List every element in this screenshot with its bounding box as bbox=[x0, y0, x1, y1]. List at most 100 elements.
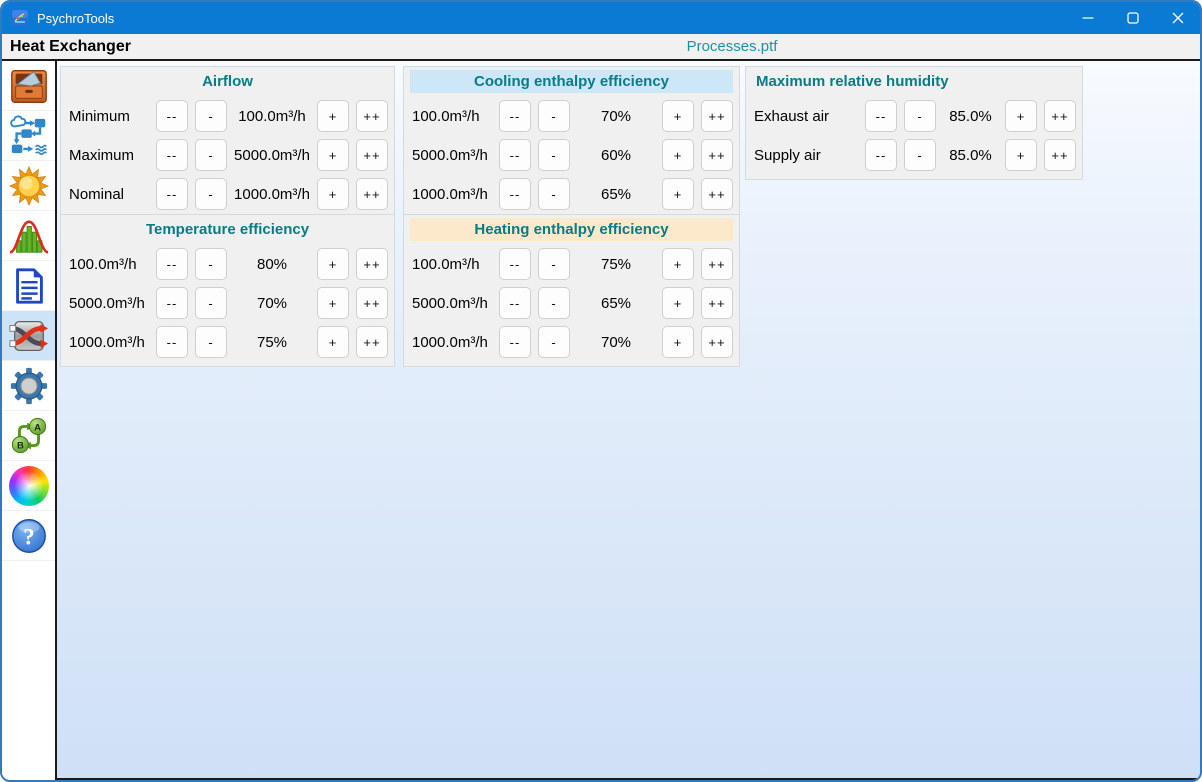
decrement-large-button[interactable]: -- bbox=[156, 100, 188, 132]
svg-text:B: B bbox=[16, 440, 23, 451]
decrement-button[interactable]: - bbox=[538, 287, 570, 319]
value-display: 70% bbox=[600, 333, 632, 351]
sun-icon bbox=[8, 165, 50, 207]
decrement-large-button[interactable]: -- bbox=[499, 248, 531, 280]
value-display: 85.0% bbox=[949, 107, 992, 125]
sidebar-item-settings-gear[interactable] bbox=[2, 361, 55, 411]
increment-large-button[interactable]: ++ bbox=[356, 248, 388, 280]
sidebar-item-help[interactable]: ? bbox=[2, 511, 55, 561]
increment-button[interactable]: + bbox=[317, 326, 349, 358]
sidebar-item-archive-drawer[interactable] bbox=[2, 61, 55, 111]
stepper-row: Exhaust air -- -85.0% + ++ bbox=[752, 100, 1076, 132]
increment-large-button[interactable]: ++ bbox=[356, 139, 388, 171]
page-header: Heat Exchanger Processes.ptf bbox=[2, 34, 1200, 61]
increment-button[interactable]: + bbox=[317, 139, 349, 171]
value-display: 1000.0m³/h bbox=[234, 185, 310, 203]
panel-title: Temperature efficiency bbox=[145, 221, 310, 238]
increment-button[interactable]: + bbox=[1005, 139, 1037, 171]
increment-button[interactable]: + bbox=[662, 139, 694, 171]
increment-large-button[interactable]: ++ bbox=[356, 287, 388, 319]
increment-large-button[interactable]: ++ bbox=[356, 178, 388, 210]
sidebar-item-heat-exchanger[interactable] bbox=[2, 311, 55, 361]
row-label: 100.0m³/h bbox=[69, 255, 137, 273]
decrement-button[interactable]: - bbox=[538, 139, 570, 171]
close-icon bbox=[1172, 12, 1184, 24]
maximize-button[interactable] bbox=[1110, 2, 1155, 34]
decrement-button[interactable]: - bbox=[538, 178, 570, 210]
decrement-button[interactable]: - bbox=[538, 248, 570, 280]
sidebar-item-ab-cycle[interactable]: A B bbox=[2, 411, 55, 461]
increment-button[interactable]: + bbox=[662, 178, 694, 210]
title-bar: PsychroTools bbox=[2, 2, 1200, 34]
sidebar-item-document[interactable] bbox=[2, 261, 55, 311]
svg-text:A: A bbox=[34, 422, 41, 433]
stepper-row: 5000.0m³/h -- - 65% + ++ bbox=[410, 287, 733, 319]
close-button[interactable] bbox=[1155, 2, 1200, 34]
decrement-large-button[interactable]: -- bbox=[156, 178, 188, 210]
decrement-large-button[interactable]: -- bbox=[156, 139, 188, 171]
stepper-row: 5000.0m³/h -- - 70% + ++ bbox=[67, 287, 388, 319]
row-label: Exhaust air bbox=[754, 107, 830, 125]
increment-button[interactable]: + bbox=[662, 248, 694, 280]
increment-large-button[interactable]: ++ bbox=[701, 326, 733, 358]
increment-large-button[interactable]: ++ bbox=[356, 326, 388, 358]
increment-large-button[interactable]: ++ bbox=[701, 178, 733, 210]
decrement-large-button[interactable]: -- bbox=[499, 100, 531, 132]
decrement-button[interactable]: - bbox=[538, 100, 570, 132]
increment-button[interactable]: + bbox=[662, 100, 694, 132]
increment-large-button[interactable]: ++ bbox=[701, 287, 733, 319]
stepper-row: 5000.0m³/h -- - 60% + ++ bbox=[410, 139, 733, 171]
increment-button[interactable]: + bbox=[317, 178, 349, 210]
decrement-button[interactable]: - bbox=[195, 178, 227, 210]
panel-title: Maximum relative humidity bbox=[756, 73, 949, 90]
decrement-large-button[interactable]: -- bbox=[499, 139, 531, 171]
decrement-large-button[interactable]: -- bbox=[499, 287, 531, 319]
decrement-large-button[interactable]: -- bbox=[499, 178, 531, 210]
sidebar-item-process-flow[interactable] bbox=[2, 111, 55, 161]
increment-button[interactable]: + bbox=[1005, 100, 1037, 132]
decrement-button[interactable]: - bbox=[195, 326, 227, 358]
ab-cycle-icon: A B bbox=[8, 415, 50, 457]
sidebar-item-color-wheel[interactable] bbox=[2, 461, 55, 511]
decrement-button[interactable]: - bbox=[195, 287, 227, 319]
increment-large-button[interactable]: ++ bbox=[701, 139, 733, 171]
increment-large-button[interactable]: ++ bbox=[701, 100, 733, 132]
increment-button[interactable]: + bbox=[317, 248, 349, 280]
increment-button[interactable]: + bbox=[317, 100, 349, 132]
increment-button[interactable]: + bbox=[662, 326, 694, 358]
decrement-button[interactable]: - bbox=[904, 100, 936, 132]
value-display: 100.0m³/h bbox=[238, 107, 306, 125]
decrement-large-button[interactable]: -- bbox=[156, 326, 188, 358]
window-controls bbox=[1065, 2, 1200, 34]
minimize-button[interactable] bbox=[1065, 2, 1110, 34]
increment-button[interactable]: + bbox=[662, 287, 694, 319]
decrement-large-button[interactable]: -- bbox=[156, 248, 188, 280]
stepper-row: Maximum -- -5000.0m³/h + ++ bbox=[67, 139, 388, 171]
increment-large-button[interactable]: ++ bbox=[356, 100, 388, 132]
sidebar-item-distribution-chart[interactable] bbox=[2, 211, 55, 261]
decrement-button[interactable]: - bbox=[195, 100, 227, 132]
decrement-large-button[interactable]: -- bbox=[156, 287, 188, 319]
sidebar-item-sun[interactable] bbox=[2, 161, 55, 211]
decrement-large-button[interactable]: -- bbox=[865, 139, 897, 171]
page-title: Heat Exchanger bbox=[10, 37, 131, 55]
panel-temperature-efficiency: Temperature efficiency 100.0m³/h -- -80% + ++… bbox=[60, 214, 395, 367]
open-file-label: Processes.ptf bbox=[686, 38, 778, 55]
decrement-button[interactable]: - bbox=[904, 139, 936, 171]
increment-button[interactable]: + bbox=[317, 287, 349, 319]
value-display: 85.0% bbox=[949, 146, 992, 164]
sidebar: A B ? bbox=[2, 61, 55, 780]
value-display: 65% bbox=[600, 294, 632, 312]
decrement-button[interactable]: - bbox=[195, 139, 227, 171]
decrement-large-button[interactable]: -- bbox=[499, 326, 531, 358]
increment-large-button[interactable]: ++ bbox=[1044, 139, 1076, 171]
increment-large-button[interactable]: ++ bbox=[701, 248, 733, 280]
panel-maximum-relative-humidity: Maximum relative humidity Exhaust air -- -8… bbox=[745, 66, 1083, 180]
row-label: 100.0m³/h bbox=[412, 255, 480, 273]
decrement-button[interactable]: - bbox=[195, 248, 227, 280]
panel-title: Cooling enthalpy efficiency bbox=[410, 70, 733, 93]
increment-large-button[interactable]: ++ bbox=[1044, 100, 1076, 132]
decrement-large-button[interactable]: -- bbox=[865, 100, 897, 132]
decrement-button[interactable]: - bbox=[538, 326, 570, 358]
